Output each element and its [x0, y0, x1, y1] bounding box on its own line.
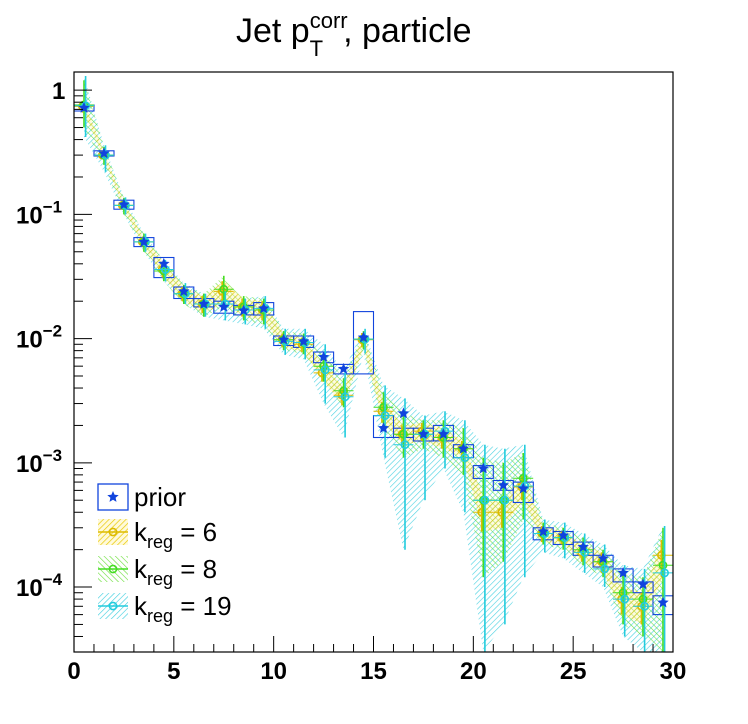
- legend-label-sub: reg: [147, 606, 173, 626]
- prior-box: [352, 311, 375, 375]
- y-tick-base: 10: [16, 575, 43, 602]
- title-main: Jet p: [236, 12, 310, 50]
- prior-marker: [577, 541, 589, 552]
- x-tick-label: 25: [560, 658, 587, 685]
- prior-marker: [537, 525, 549, 537]
- point-series-3: [380, 411, 390, 420]
- prior-marker: [437, 428, 450, 439]
- legend-label-base: k: [134, 554, 148, 584]
- y-tick-label: 10−1: [16, 197, 62, 229]
- prior-marker: [258, 302, 270, 314]
- y-tick-label: 1: [52, 78, 65, 105]
- y-tick-label: 10−4: [16, 570, 63, 602]
- point-series-2: [159, 266, 169, 276]
- prior-marker: [597, 552, 609, 564]
- point-series-3: [320, 365, 330, 375]
- point-series-3: [340, 392, 350, 402]
- point-series-2: [379, 402, 388, 412]
- x-tick-label: 10: [260, 658, 287, 685]
- point-series-2: [658, 560, 668, 570]
- prior-marker: [98, 147, 110, 159]
- prior-marker: [417, 428, 430, 439]
- point-series-3: [400, 440, 410, 450]
- y-tick-base: 10: [16, 451, 43, 478]
- prior-marker: [517, 482, 529, 494]
- x-tick-label: 15: [360, 658, 387, 685]
- prior-marker: [397, 407, 410, 419]
- point-series-2: [518, 473, 528, 483]
- x-axis: 0 5 10 15 20 25 30: [67, 636, 686, 685]
- legend-marker-3: [108, 601, 118, 611]
- y-axis: 110−110−210−310−4: [16, 78, 92, 653]
- prior-marker: [657, 596, 669, 608]
- prior-marker: [457, 442, 470, 454]
- y-tick-base: 1: [52, 78, 65, 105]
- legend-marker-prior: [107, 491, 119, 502]
- prior-marker: [297, 335, 310, 347]
- point-series-3: [600, 564, 610, 574]
- x-tick-label: 5: [167, 658, 180, 685]
- legend-label-rest: = 6: [173, 517, 217, 547]
- prior-marker: [277, 333, 290, 345]
- prior-marker: [497, 479, 509, 491]
- prior-marker: [238, 304, 250, 316]
- legend-label-base: k: [134, 517, 148, 547]
- legend-label-sub: reg: [147, 569, 173, 589]
- title-sup: corr: [310, 8, 348, 33]
- y-tick-exponent: −3: [43, 446, 62, 465]
- legend-label-prior: prior: [134, 482, 186, 512]
- prior-marker: [198, 298, 210, 309]
- y-tick-label: 10−3: [16, 446, 62, 478]
- title-rest: , particle: [343, 12, 472, 50]
- y-tick-label: 10−2: [16, 322, 62, 354]
- prior-marker: [158, 257, 170, 269]
- title-sub: T: [310, 36, 323, 61]
- prior-marker: [118, 198, 130, 210]
- band-series-1: [84, 100, 663, 625]
- legend-swatch-prior: [97, 483, 129, 511]
- legend-marker-2: [108, 564, 118, 574]
- series-points: [74, 76, 673, 652]
- prior-marker: [138, 235, 150, 247]
- x-tick-label: 0: [67, 658, 80, 685]
- point-series-3: [460, 453, 470, 463]
- legend-label-base: k: [134, 591, 148, 621]
- legend-label-1: kreg = 6: [134, 517, 217, 552]
- x-tick-label: 20: [460, 658, 487, 685]
- legend-label-sub: reg: [147, 532, 173, 552]
- point-series-3: [480, 495, 490, 505]
- point-series-3: [640, 601, 649, 611]
- prior-marker: [477, 462, 489, 474]
- prior-marker: [637, 578, 649, 590]
- legend-label-3: kreg = 19: [134, 591, 232, 626]
- prior-marker: [357, 331, 370, 343]
- point-series-2: [399, 429, 408, 439]
- prior-marker: [557, 529, 569, 541]
- legend-marker-1: [108, 527, 118, 537]
- legend-label-rest: = 8: [173, 554, 217, 584]
- point-series-2: [339, 386, 348, 396]
- prior-marker: [78, 101, 90, 113]
- legend-label-2: kreg = 8: [134, 554, 217, 589]
- point-series-3: [620, 594, 630, 604]
- y-tick-exponent: −4: [43, 570, 63, 589]
- chart-title: Jet pcorr T , particle: [236, 8, 472, 61]
- prior-marker: [317, 351, 330, 362]
- y-tick-exponent: −1: [43, 197, 62, 216]
- prior-marker: [377, 422, 390, 433]
- legend-label-rest: = 19: [173, 591, 232, 621]
- y-tick-base: 10: [16, 202, 43, 229]
- prior-marker: [617, 566, 629, 578]
- prior-marker: [218, 300, 230, 312]
- x-tick-label: 30: [660, 658, 687, 685]
- point-series-3: [660, 568, 669, 578]
- prior-marker: [178, 285, 190, 297]
- prior-marker: [337, 362, 350, 374]
- y-tick-exponent: −2: [43, 322, 62, 341]
- point-series-3: [500, 495, 510, 505]
- point-series-2: [219, 284, 229, 294]
- y-tick-base: 10: [16, 327, 43, 354]
